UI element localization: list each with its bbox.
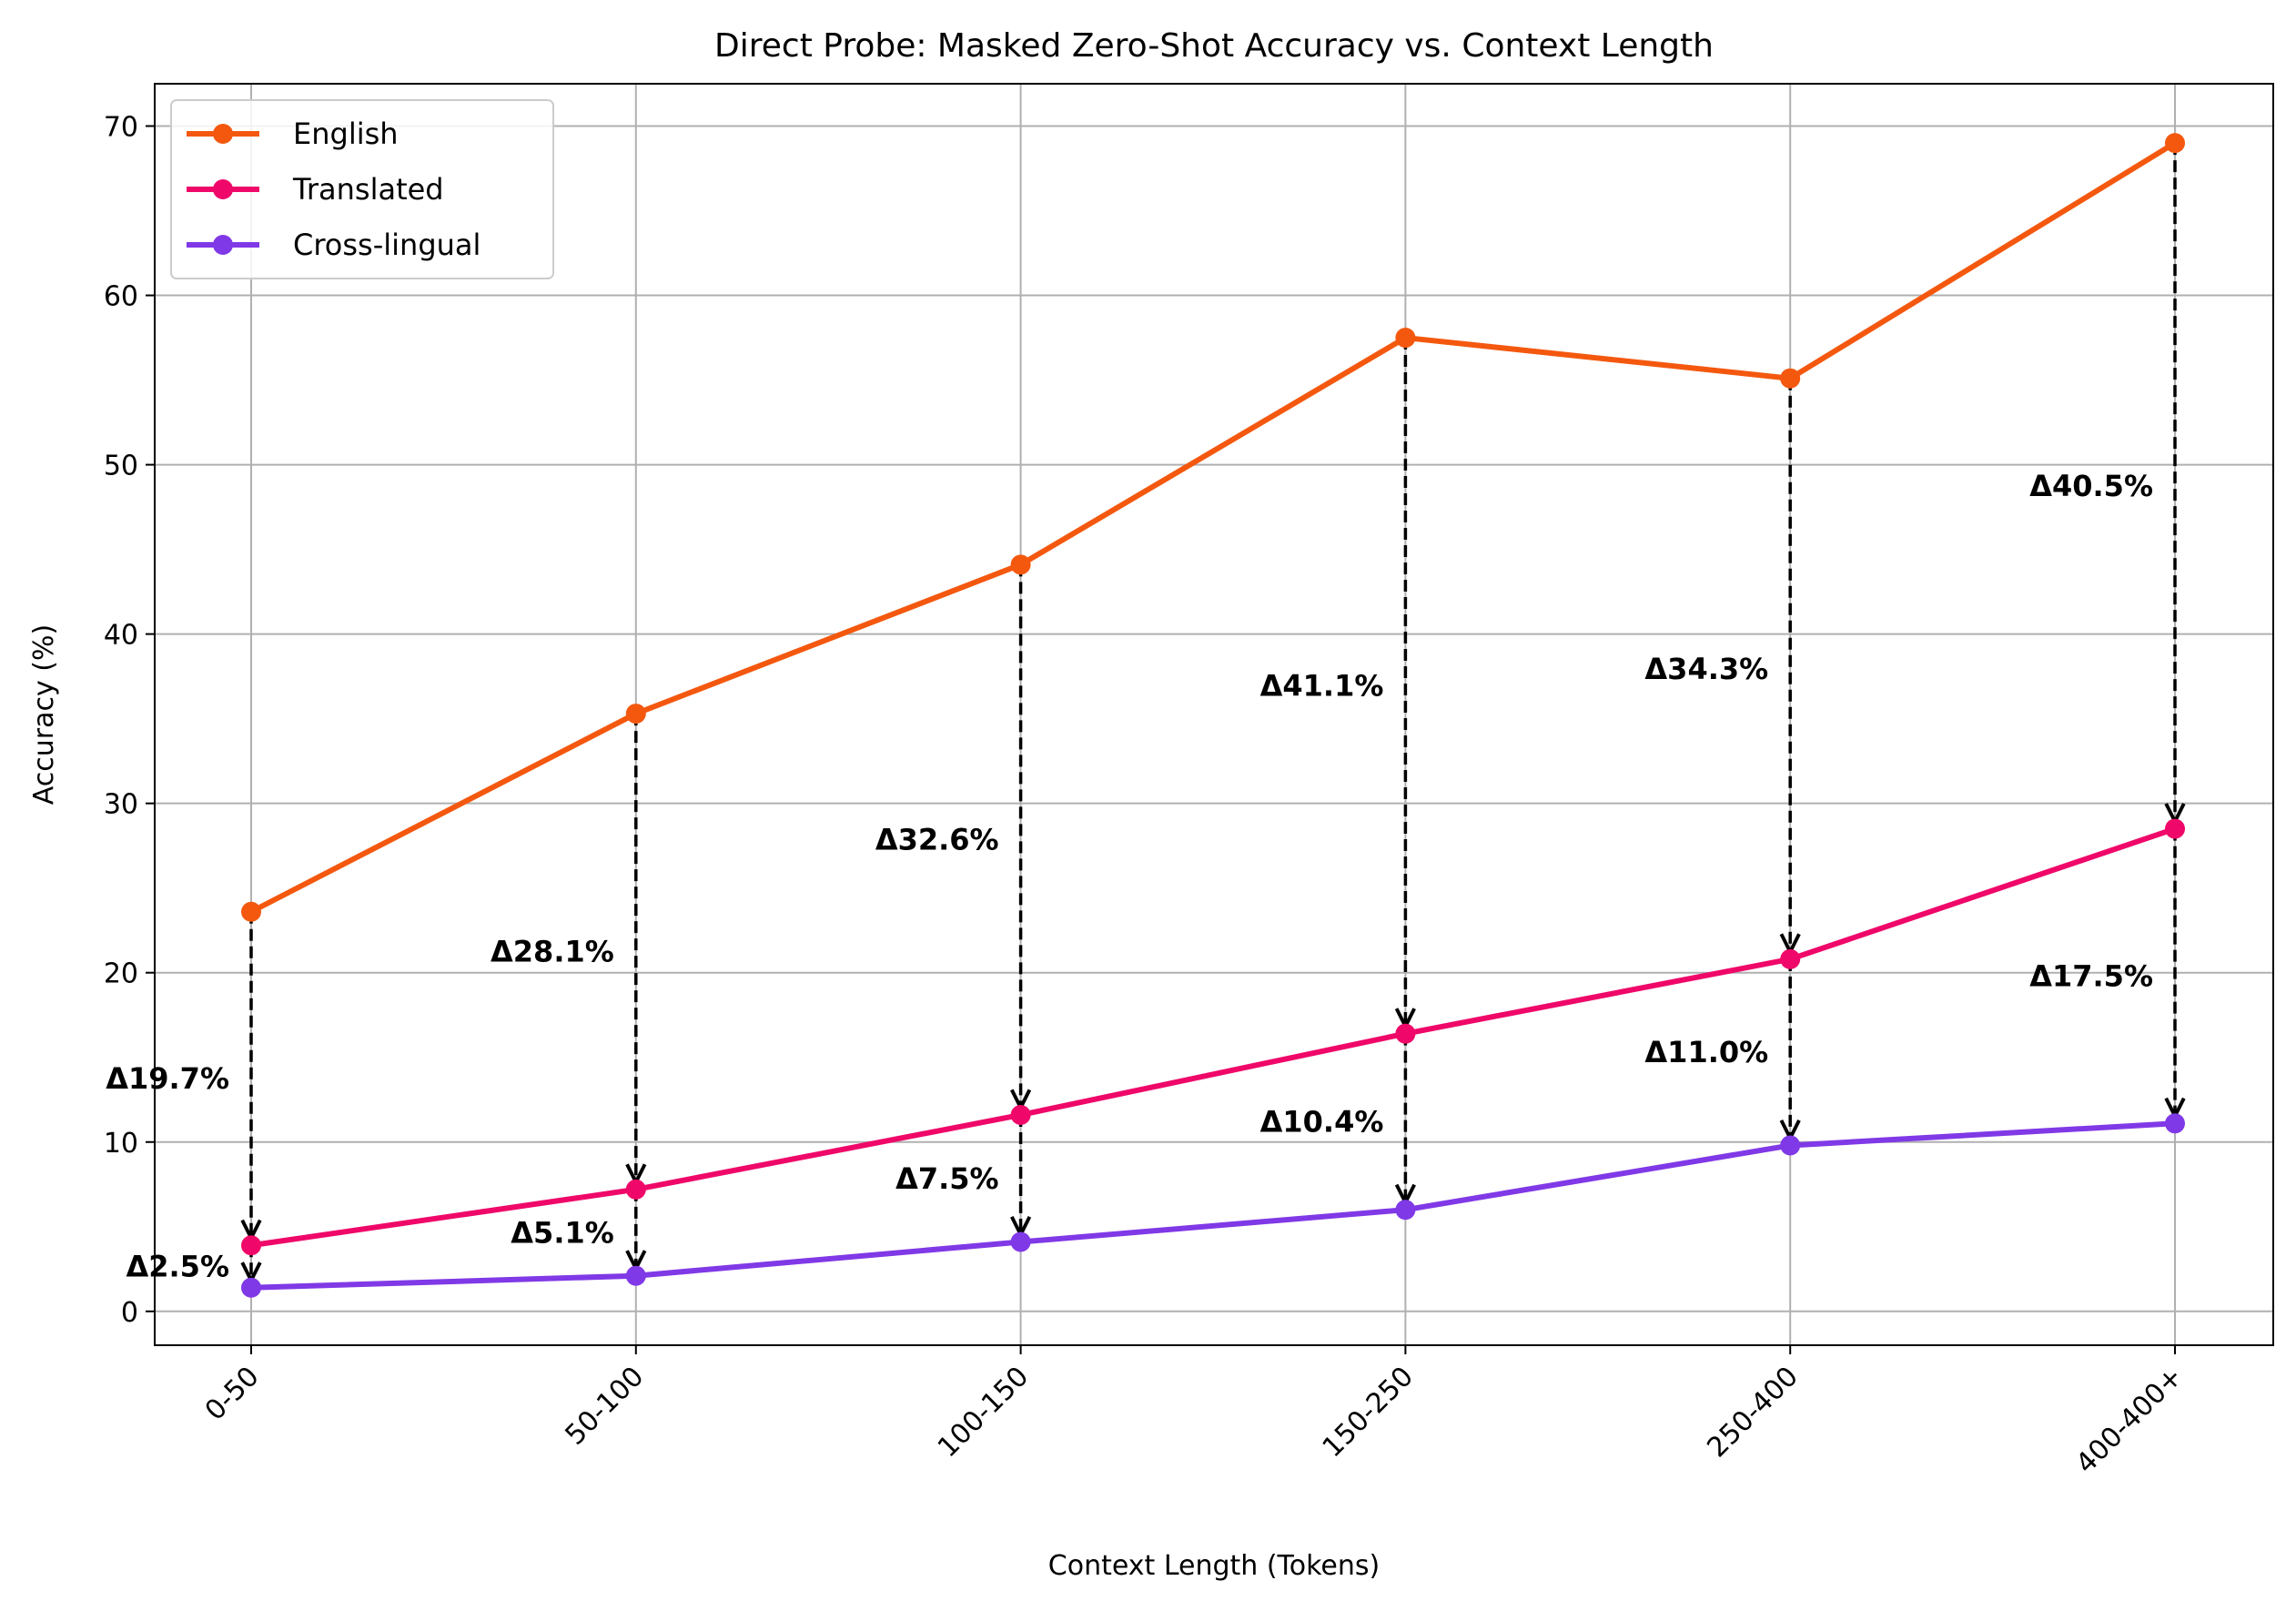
data-point-translated: [625, 1179, 646, 1200]
data-point-english: [241, 901, 261, 922]
data-point-english: [1780, 368, 1801, 389]
data-point-english: [625, 704, 646, 724]
delta-label: Δ7.5%: [895, 1161, 999, 1196]
y-tick-label: 30: [104, 789, 138, 821]
legend-box: [170, 99, 554, 279]
data-point-english: [2165, 133, 2185, 154]
x-tick-label: 400-400+: [2069, 1361, 2189, 1480]
x-tick-label: 100-150: [932, 1361, 1035, 1464]
plot-frame: [154, 83, 2274, 1346]
delta-label: Δ10.4%: [1260, 1104, 1384, 1139]
data-point-cross-lingual: [625, 1265, 646, 1286]
x-tick-label: 250-400: [1701, 1361, 1804, 1464]
legend-label: English: [293, 117, 399, 151]
x-axis-label: Context Length (Tokens): [1048, 1550, 1380, 1582]
y-tick-label: 70: [104, 112, 138, 144]
y-tick-label: 0: [121, 1297, 138, 1329]
data-point-cross-lingual: [1395, 1200, 1416, 1221]
delta-label: Δ5.1%: [511, 1215, 614, 1250]
delta-label: Δ28.1%: [491, 934, 614, 968]
data-point-cross-lingual: [1010, 1231, 1031, 1252]
delta-label: Δ2.5%: [126, 1249, 229, 1283]
delta-label: Δ41.1%: [1260, 668, 1384, 703]
delta-label: Δ17.5%: [2029, 958, 2153, 993]
data-point-translated: [2165, 818, 2185, 839]
x-tick-label: 150-250: [1317, 1361, 1420, 1464]
series-line-english: [249, 140, 2177, 915]
delta-label: Δ32.6%: [875, 823, 999, 857]
legend-marker: [213, 124, 233, 144]
series-line-translated: [250, 826, 2176, 1249]
data-point-translated: [241, 1235, 261, 1256]
data-point-translated: [1395, 1023, 1416, 1044]
chart-title: Direct Probe: Masked Zero-Shot Accuracy …: [714, 27, 1714, 65]
y-tick-label: 20: [104, 958, 138, 990]
legend-label: Translated: [292, 172, 444, 207]
x-tick-label: 0-50: [199, 1361, 266, 1427]
legend-label: Cross-lingual: [293, 228, 480, 262]
delta-label: Δ19.7%: [106, 1061, 229, 1096]
delta-label: Δ11.0%: [1644, 1035, 1768, 1069]
y-tick-label: 40: [104, 620, 138, 652]
y-axis-label: Accuracy (%): [28, 624, 60, 805]
difference-labels: Δ19.7% Δ2.5% Δ28.1% Δ5.1% Δ32.6% Δ7.5% Δ41.1% Δ…: [106, 469, 2153, 1284]
plot-background: [155, 84, 2273, 1345]
legend-marker: [213, 179, 233, 199]
delta-label: Δ40.5%: [2029, 469, 2153, 503]
data-point-translated: [1780, 948, 1801, 969]
data-point-english: [1395, 328, 1416, 349]
legend: English Translated Cross-lingual: [170, 99, 554, 279]
difference-arrows: [251, 143, 2175, 1281]
series-lines: [241, 133, 2185, 1298]
y-tick-label: 60: [104, 281, 138, 313]
y-tick-label: 10: [104, 1128, 138, 1160]
data-point-cross-lingual: [2165, 1113, 2185, 1134]
data-point-cross-lingual: [1780, 1135, 1801, 1156]
x-tick-label: 50-100: [560, 1361, 651, 1452]
legend-marker: [213, 235, 233, 255]
series-line-cross-lingual: [250, 1120, 2176, 1291]
data-point-cross-lingual: [241, 1277, 261, 1298]
y-tick-label: 50: [104, 451, 138, 482]
data-point-translated: [1010, 1104, 1031, 1125]
delta-label: Δ34.3%: [1644, 652, 1768, 686]
data-point-english: [1010, 554, 1031, 575]
